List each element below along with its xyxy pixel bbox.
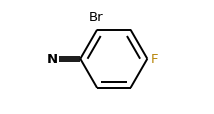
Text: N: N bbox=[47, 53, 58, 66]
Text: F: F bbox=[151, 53, 158, 66]
Text: Br: Br bbox=[89, 11, 103, 24]
